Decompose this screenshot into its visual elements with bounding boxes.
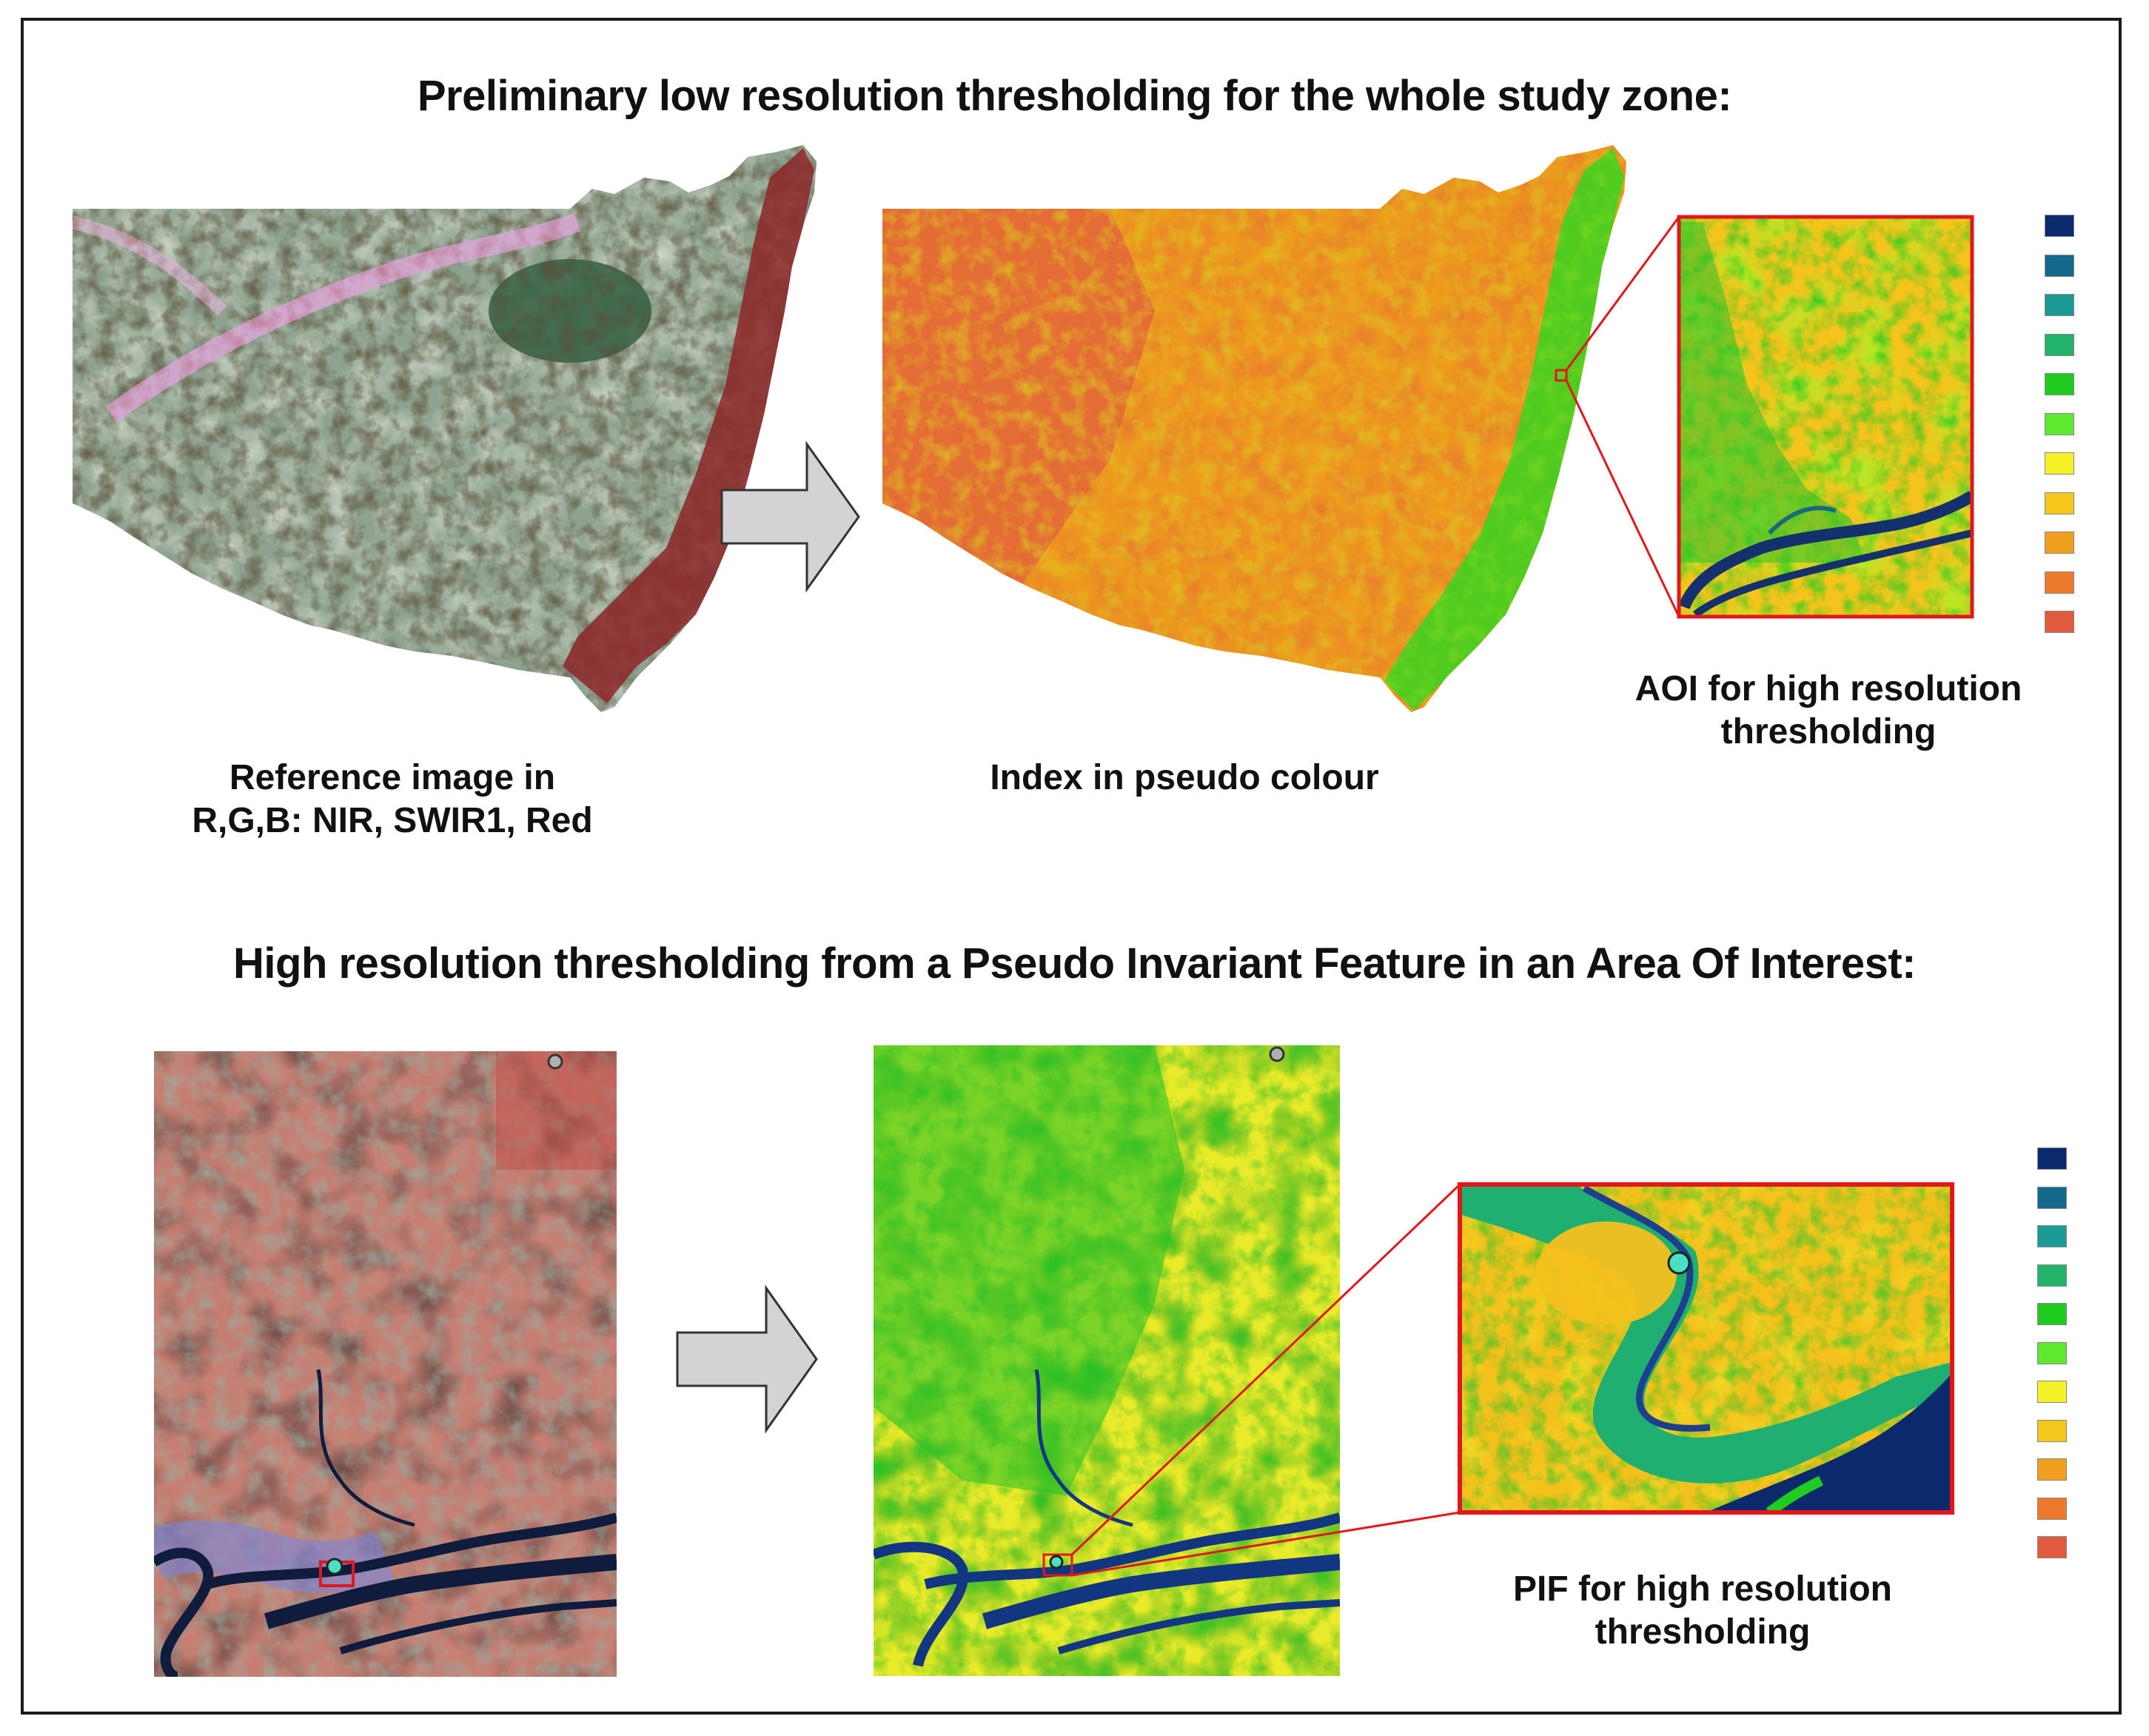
legend-swatch [2045,373,2074,395]
section1-title: Preliminary low resolution thresholding … [417,72,1732,120]
legend-swatch [2037,1341,2067,1364]
marker-dot-icon [1269,1046,1285,1062]
aoi-zoom-frame [1677,215,1974,619]
legend-swatch [2037,1225,2067,1247]
pif-marker-icon [1667,1251,1691,1275]
legend-swatch [2045,492,2074,515]
legend-swatch [2045,452,2074,475]
legend-swatch [2045,412,2074,435]
arrow-right-icon [676,1284,818,1434]
legend-swatch [2037,1419,2067,1442]
caption-reference-image: Reference image in R,G,B: NIR, SWIR1, Re… [133,757,651,842]
aoi-zoom-image [1679,217,1972,617]
caption-aoi: AOI for high resolution thresholding [1577,668,2080,754]
caption-line: R,G,B: NIR, SWIR1, Red [192,801,593,840]
arrow-right-icon [720,440,860,593]
legend-swatch [2045,333,2074,356]
legend-swatch [2037,1186,2067,1209]
caption-line: AOI for high resolution [1635,669,2022,708]
reference-image [73,145,817,712]
legend-swatch [2045,254,2074,277]
legend-swatch [2045,294,2074,316]
caption-line: Reference image in [229,758,556,797]
reference-subset-image [154,1051,617,1677]
caption-line: thresholding [1720,712,1937,751]
aoi-zoom-line-top [1565,216,1680,371]
pif-locator-box-index [1042,1553,1073,1577]
pif-zoom-line-bottom [1071,1511,1461,1577]
legend-swatch [2037,1497,2067,1520]
legend-swatch [2037,1458,2067,1481]
legend-swatch [2037,1303,2067,1325]
legend-swatch [2045,532,2074,554]
caption-line: thresholding [1595,1612,1811,1652]
pif-zoom-frame [1458,1182,1954,1515]
figure-frame [21,18,2122,1715]
pif-zoom-image [1460,1184,1952,1512]
legend-swatch [2037,1381,2067,1403]
aoi-zoom-line-bottom [1565,380,1680,617]
legend-swatch [2037,1147,2067,1170]
index-subset-map [874,1045,1340,1676]
pif-marker-icon [1049,1555,1064,1569]
caption-index-map: Index in pseudo colour [990,758,1379,797]
caption-line: PIF for high resolution [1513,1569,1892,1609]
caption-pif: PIF for high resolution thresholding [1451,1568,1954,1654]
aoi-locator-box [1555,369,1568,382]
marker-dot-icon [547,1053,563,1070]
section2-title: High resolution thresholding from a Pseu… [233,939,1916,988]
legend-swatch [2045,571,2074,594]
legend-swatch [2037,1264,2067,1287]
pif-marker-icon [326,1558,343,1575]
legend-swatch [2045,611,2074,633]
pif-zoom-line-top [1070,1183,1461,1556]
legend-swatch [2045,215,2074,237]
legend-swatch [2037,1536,2067,1558]
pseudo-colour-index-map [882,145,1626,712]
